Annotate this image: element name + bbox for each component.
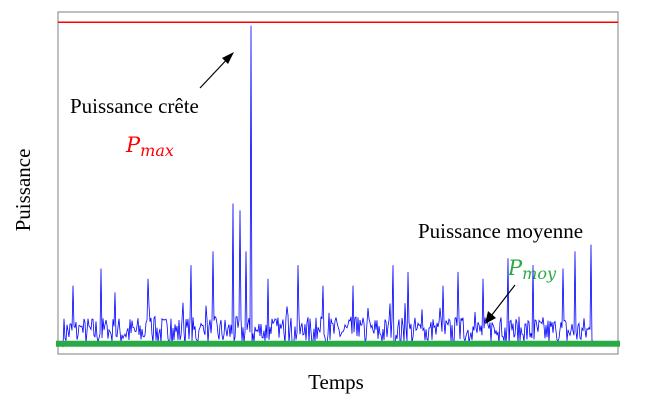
peak-arrowhead: [222, 52, 234, 64]
mean-arrowhead: [485, 311, 496, 324]
x-axis-label: Temps: [308, 370, 364, 394]
mean-symbol-base: P: [507, 256, 523, 280]
peak-symbol-base: P: [125, 133, 141, 157]
mean-arrow: [487, 284, 516, 321]
mean-annotation: Puissance moyenne Pmoy: [418, 219, 583, 324]
peak-annotation: Puissance crête Pmax: [70, 52, 234, 160]
mean-symbol: Pmoy: [507, 256, 557, 283]
plot-frame: [57, 11, 619, 355]
mean-symbol-subscript: moy: [522, 264, 557, 283]
peak-label: Puissance crête: [70, 94, 199, 118]
peak-symbol-subscript: max: [140, 141, 174, 160]
mean-label: Puissance moyenne: [418, 219, 583, 243]
power-signal-series: [62, 25, 594, 348]
peak-symbol: Pmax: [125, 133, 174, 160]
y-axis-label: Puissance: [11, 149, 35, 232]
